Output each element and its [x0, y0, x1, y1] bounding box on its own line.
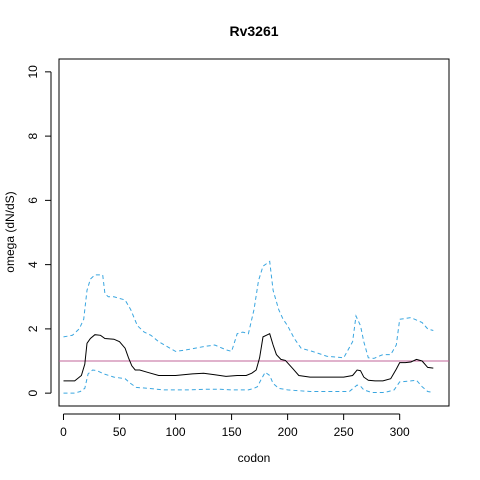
x-axis-label: codon	[238, 451, 271, 465]
y-tick-label: 10	[26, 65, 40, 79]
x-tick-label: 250	[334, 425, 354, 439]
omega-estimate-line	[63, 332, 434, 382]
x-tick-label: 150	[222, 425, 242, 439]
y-tick-label: 8	[26, 132, 40, 139]
y-axis: 0 2 4 6 8 10	[26, 65, 52, 396]
x-tick-label: 200	[278, 425, 298, 439]
x-tick-label: 100	[166, 425, 186, 439]
series-group	[63, 260, 434, 394]
x-tick-label: 50	[113, 425, 127, 439]
plot-frame	[58, 58, 450, 407]
x-tick-label: 300	[390, 425, 410, 439]
x-axis: 0 50 100 150 200 250 300	[60, 413, 410, 439]
y-tick-label: 6	[26, 197, 40, 204]
lower-bound-line	[63, 369, 434, 394]
y-axis-label: omega (dN/dS)	[3, 191, 17, 272]
chart-title: Rv3261	[229, 23, 278, 39]
y-tick-label: 0	[26, 389, 40, 396]
y-tick-label: 2	[26, 325, 40, 332]
x-tick-label: 0	[60, 425, 67, 439]
y-tick-label: 4	[26, 261, 40, 268]
upper-bound-line	[63, 260, 434, 359]
